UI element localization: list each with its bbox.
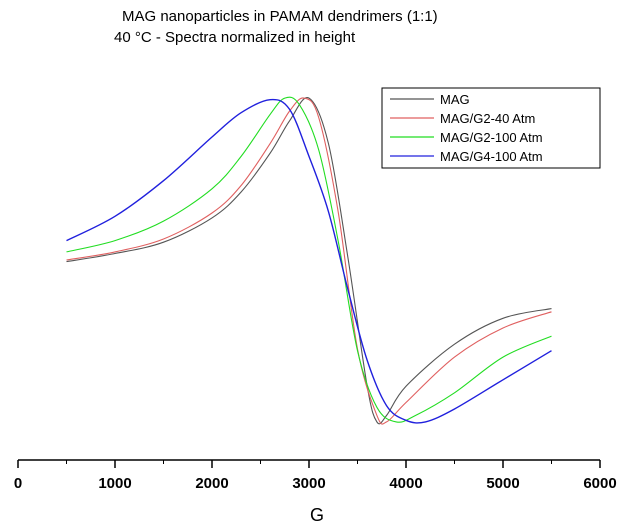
series-line-3: [66, 96, 552, 423]
x-tick-label: 2000: [195, 475, 228, 492]
legend-label: MAG/G4-100 Atm: [440, 149, 543, 164]
x-tick-label: 0: [14, 475, 22, 492]
x-axis: 0 1000 2000 3000 4000 5000 6000: [14, 459, 617, 492]
chart-subtitle: 40 °C - Spectra normalized in height: [114, 29, 356, 46]
chart-title: MAG nanoparticles in PAMAM dendrimers (1…: [122, 8, 438, 25]
x-tick-label: 4000: [389, 475, 422, 492]
x-tick-label: 5000: [486, 475, 519, 492]
series-line-1: [66, 97, 552, 425]
legend-label: MAG/G2-40 Atm: [440, 111, 535, 126]
series-line-2: [66, 97, 552, 425]
series-line-4: [66, 98, 552, 424]
x-tick-label: 3000: [292, 475, 325, 492]
x-axis-label: G: [309, 505, 324, 525]
legend: MAG MAG/G2-40 Atm MAG/G2-100 Atm MAG/G4-100…: [381, 87, 601, 169]
legend-box: [381, 87, 601, 169]
legend-label: MAG/G2-100 Atm: [440, 130, 543, 145]
legend-label: MAG: [440, 92, 470, 107]
series-lines: [66, 96, 552, 425]
x-tick-label: 6000: [583, 475, 616, 492]
x-tick-label: 1000: [98, 475, 131, 492]
